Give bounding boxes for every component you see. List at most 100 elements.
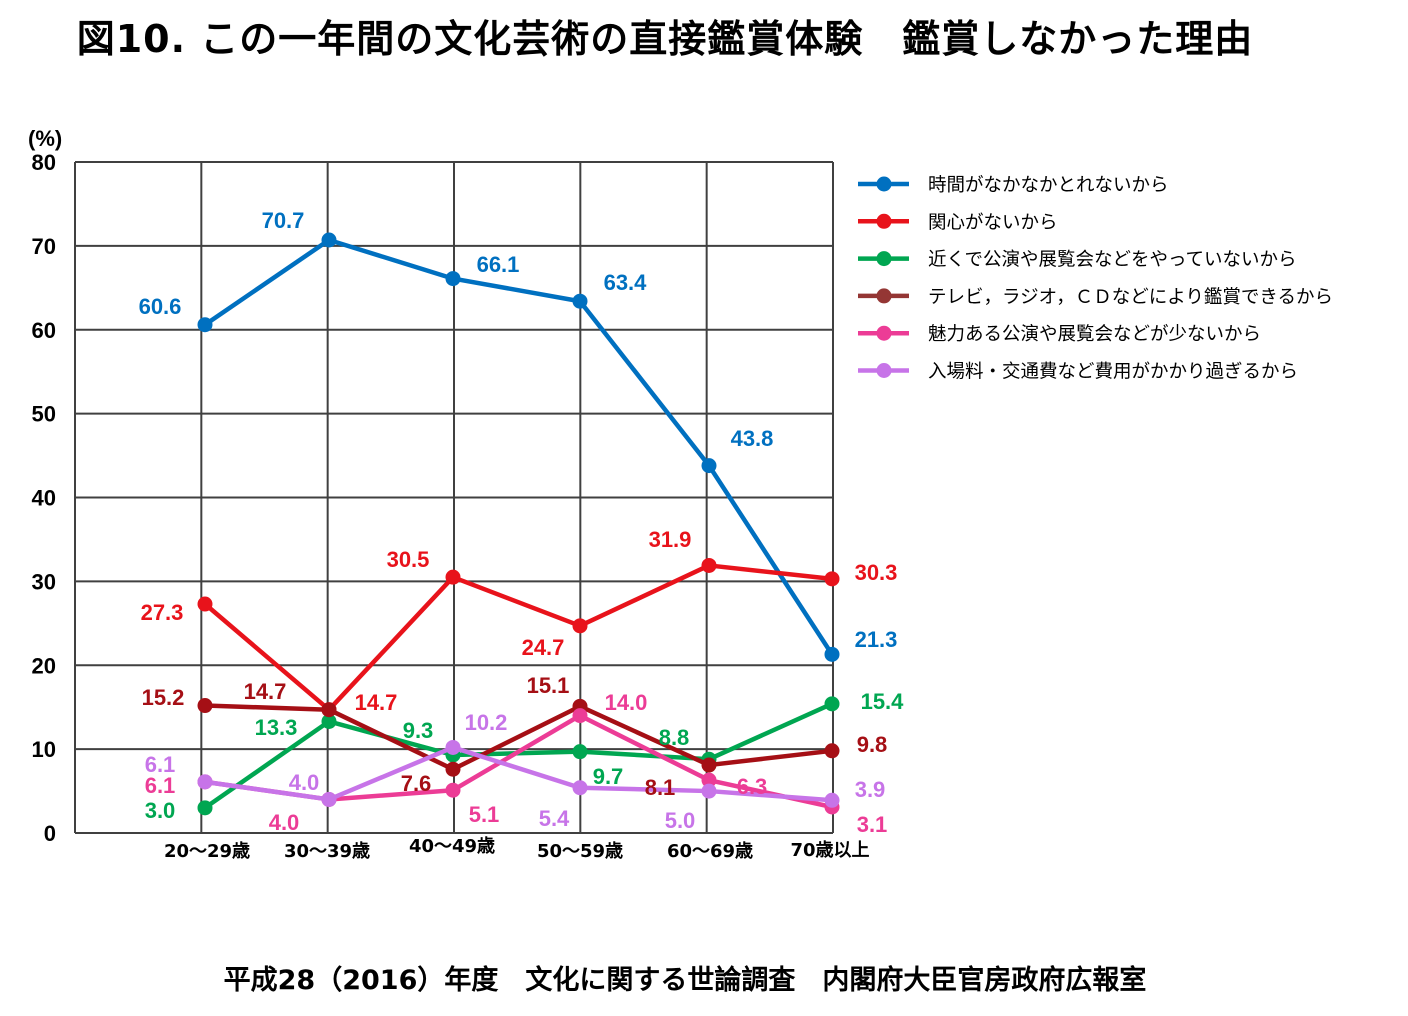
data-point bbox=[701, 458, 717, 474]
data-label: 7.6 bbox=[401, 771, 432, 796]
data-label: 13.3 bbox=[255, 715, 298, 740]
data-point bbox=[824, 571, 840, 587]
data-label: 30.3 bbox=[855, 560, 898, 585]
data-label: 43.8 bbox=[731, 426, 774, 451]
x-tick-label: 20～29歳 bbox=[164, 841, 250, 862]
data-label: 6.3 bbox=[737, 774, 768, 799]
data-point bbox=[197, 800, 213, 816]
data-label: 9.8 bbox=[857, 732, 888, 757]
series-line bbox=[204, 703, 833, 772]
y-tick-label: 0 bbox=[44, 821, 56, 846]
data-point bbox=[445, 569, 461, 585]
data-label: 14.7 bbox=[355, 690, 398, 715]
data-point bbox=[572, 618, 588, 634]
data-point bbox=[824, 792, 840, 808]
y-tick-label: 20 bbox=[32, 653, 56, 678]
data-label: 5.4 bbox=[539, 806, 570, 831]
data-label: 3.1 bbox=[857, 812, 888, 837]
x-tick-label: 30～39歳 bbox=[284, 841, 370, 862]
legend-label: 近くで公演や展覧会などをやっていないから bbox=[928, 250, 1297, 271]
y-tick-label: 10 bbox=[32, 737, 56, 762]
data-label: 15.2 bbox=[142, 685, 185, 710]
data-point bbox=[701, 772, 717, 788]
data-point bbox=[445, 761, 461, 777]
y-axis-unit-label: (%) bbox=[28, 126, 62, 151]
x-tick-label: 70歳以上 bbox=[790, 840, 869, 861]
legend-label: 関心がないから bbox=[928, 212, 1058, 233]
data-point bbox=[824, 646, 840, 662]
data-point bbox=[572, 780, 588, 796]
data-label: 4.0 bbox=[289, 770, 320, 795]
chart-title: 図10. この一年間の文化芸術の直接鑑賞体験 鑑賞しなかった理由 bbox=[76, 17, 1254, 61]
data-point bbox=[701, 783, 717, 799]
data-label: 15.1 bbox=[527, 673, 570, 698]
data-point bbox=[197, 774, 213, 790]
data-label: 21.3 bbox=[855, 627, 898, 652]
data-label: 9.3 bbox=[403, 718, 434, 743]
legend-label: 時間がなかなかとれないから bbox=[928, 175, 1169, 196]
data-point bbox=[197, 596, 213, 612]
legend-label: 魅力ある公演や展覧会などが少ないから bbox=[928, 324, 1261, 345]
data-label: 6.1 bbox=[145, 773, 176, 798]
y-tick-label: 60 bbox=[32, 318, 56, 343]
data-point bbox=[321, 702, 337, 718]
grid bbox=[74, 161, 834, 834]
x-tick-label: 60～69歳 bbox=[667, 841, 753, 862]
data-point bbox=[445, 271, 461, 287]
data-label: 27.3 bbox=[141, 600, 184, 625]
data-label: 14.0 bbox=[605, 690, 648, 715]
data-label: 10.2 bbox=[465, 710, 508, 735]
y-tick-label: 40 bbox=[32, 486, 56, 511]
data-point bbox=[824, 743, 840, 759]
legend-label: テレビ，ラジオ，ＣＤなどにより鑑賞できるから bbox=[928, 287, 1333, 308]
source-note: 平成28（2016）年度 文化に関する世論調査 内閣府大臣官房政府広報室 bbox=[223, 965, 1147, 996]
data-label: 6.1 bbox=[145, 752, 176, 777]
data-label: 24.7 bbox=[522, 635, 565, 660]
data-point bbox=[321, 791, 337, 807]
series-line bbox=[204, 745, 833, 803]
data-label: 8.8 bbox=[659, 725, 690, 750]
legend-swatch-marker bbox=[876, 213, 892, 229]
series-line bbox=[203, 563, 833, 712]
data-point bbox=[572, 708, 588, 724]
series-lines bbox=[197, 232, 840, 816]
data-label: 3.9 bbox=[855, 777, 886, 802]
data-label: 3.0 bbox=[145, 798, 176, 823]
series-line bbox=[203, 237, 834, 656]
data-label: 31.9 bbox=[649, 527, 692, 552]
data-label: 4.0 bbox=[269, 810, 300, 835]
y-tick-label: 80 bbox=[32, 150, 56, 175]
legend-swatch-marker bbox=[876, 363, 892, 378]
data-label: 66.1 bbox=[477, 252, 520, 277]
legend-label: 入場料・交通費など費用がかかり過ぎるから bbox=[928, 362, 1298, 383]
data-label: 8.1 bbox=[645, 775, 676, 800]
data-label: 15.4 bbox=[861, 689, 905, 714]
data-labels: 60.6 70.7 66.1 63.4 43.8 21.3 27.3 14.7 30.5 24.7… bbox=[139, 208, 905, 837]
data-point bbox=[197, 698, 213, 714]
data-point bbox=[321, 713, 337, 729]
axes: 0 10 20 30 40 50 60 70 80 20～29歳 30～39歳 40～49歳 50～59… bbox=[32, 150, 870, 862]
data-point bbox=[197, 317, 213, 333]
data-point bbox=[321, 232, 337, 248]
x-tick-label: 40～49歳 bbox=[409, 836, 495, 857]
y-tick-label: 50 bbox=[32, 402, 56, 427]
legend-swatch-marker bbox=[876, 325, 892, 341]
legend-swatch-marker bbox=[876, 176, 892, 192]
legend: 時間がなかなかとれないから関心がないから近くで公演や展覧会などをやっていないから… bbox=[858, 175, 1333, 383]
data-point bbox=[445, 782, 461, 798]
data-label: 5.0 bbox=[665, 808, 696, 833]
data-label: 5.1 bbox=[469, 802, 500, 827]
y-tick-label: 70 bbox=[32, 234, 56, 259]
data-label: 63.4 bbox=[604, 270, 648, 295]
data-point bbox=[701, 557, 717, 573]
data-point bbox=[701, 757, 717, 773]
data-label: 70.7 bbox=[262, 208, 305, 233]
legend-swatch-marker bbox=[876, 251, 892, 267]
data-label: 14.7 bbox=[244, 679, 287, 704]
data-label: 30.5 bbox=[387, 547, 430, 572]
data-label: 60.6 bbox=[139, 294, 182, 319]
data-label: 9.7 bbox=[593, 764, 624, 789]
data-point bbox=[572, 293, 588, 309]
legend-swatch-marker bbox=[876, 288, 892, 304]
